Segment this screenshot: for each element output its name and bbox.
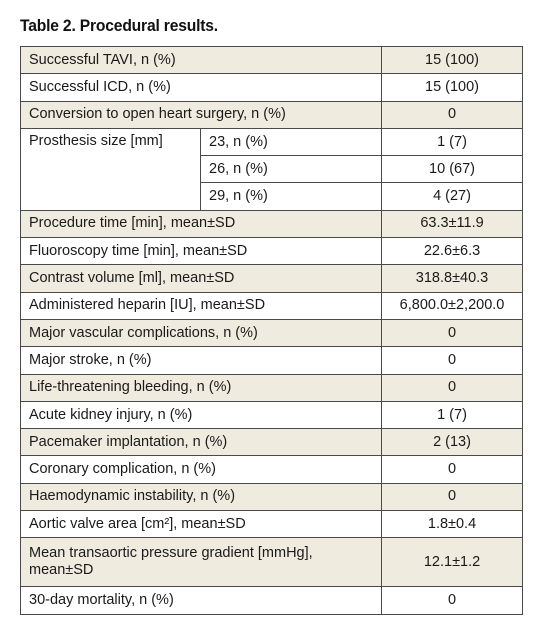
table-row: 26, n (%) 10 (67) [21,155,524,184]
row-value: 4 (27) [381,182,524,211]
row-label: Coronary complication, n (%) [19,455,383,484]
row-label: Successful ICD, n (%) [19,73,383,102]
row-value: 12.1±1.2 [381,537,524,588]
row-label: Major stroke, n (%) [19,346,383,375]
row-value: 0 [381,346,524,375]
table-row: Life-threatening bleeding, n (%) 0 [19,373,524,402]
row-value: 0 [381,586,524,615]
table-row: Coronary complication, n (%) 0 [19,455,524,484]
table-row: Prosthesis size [mm] 23, n (%) 1 (7) [20,127,524,211]
row-value: 1 (7) [381,127,524,157]
table-row: Administered heparin [IU], mean±SD 6,800… [19,291,524,320]
row-label: Procedure time [min], mean±SD [19,209,383,239]
row-label: Haemodynamic instability, n (%) [19,482,383,512]
table-row: Successful TAVI, n (%) 15 (100) [19,45,524,75]
prosthesis-size-label: 26, n (%) [199,155,383,184]
table-row: Haemodynamic instability, n (%) 0 [19,482,524,512]
row-label: Successful TAVI, n (%) [19,45,383,75]
row-label: 30-day mortality, n (%) [19,586,383,615]
table-row: Fluoroscopy time [min], mean±SD 22.6±6.3 [19,237,524,266]
row-label: Prosthesis size [mm] [20,127,201,211]
row-value: 10 (67) [381,155,524,184]
row-value: 0 [381,100,524,129]
table-title: Table 2. Procedural results. [20,16,218,35]
row-label: Mean transaortic pressure gradient [mmHg… [19,537,383,588]
row-value: 2 (13) [381,428,524,457]
table-row: Conversion to open heart surgery, n (%) … [19,100,524,129]
procedural-results-table: Successful TAVI, n (%) 15 (100) Successf… [19,45,524,615]
row-value: 0 [381,318,524,348]
row-value: 318.8±40.3 [381,264,524,293]
row-label: Administered heparin [IU], mean±SD [19,291,383,320]
row-label: Acute kidney injury, n (%) [19,400,383,430]
row-label: Aortic valve area [cm²], mean±SD [19,510,383,539]
table-row: 30-day mortality, n (%) 0 [19,586,524,615]
row-value: 0 [381,455,524,484]
row-value: 6,800.0±2,200.0 [381,291,524,320]
row-label: Conversion to open heart surgery, n (%) [19,100,383,129]
table-row: 29, n (%) 4 (27) [21,182,524,211]
row-value: 0 [381,482,524,512]
row-value: 1.8±0.4 [381,510,524,539]
table-row: Successful ICD, n (%) 15 (100) [19,73,524,102]
row-value: 63.3±11.9 [381,209,524,239]
row-label: Life-threatening bleeding, n (%) [19,373,383,402]
row-label: Contrast volume [ml], mean±SD [19,264,383,293]
row-value: 15 (100) [381,73,524,102]
table-row: Major vascular complications, n (%) 0 [19,318,524,348]
table-row: Major stroke, n (%) 0 [19,346,524,375]
row-value: 1 (7) [381,400,524,430]
table-row: Mean transaortic pressure gradient [mmHg… [19,537,524,588]
table-row: Acute kidney injury, n (%) 1 (7) [19,400,524,430]
row-value: 15 (100) [381,45,524,75]
table-row: Contrast volume [ml], mean±SD 318.8±40.3 [19,264,524,293]
row-label: Pacemaker implantation, n (%) [19,428,383,457]
row-value: 0 [381,373,524,402]
row-label: Major vascular complications, n (%) [19,318,383,348]
table-row: Procedure time [min], mean±SD 63.3±11.9 [19,209,524,239]
row-label: Fluoroscopy time [min], mean±SD [19,237,383,266]
table-row: Aortic valve area [cm²], mean±SD 1.8±0.4 [19,510,524,539]
prosthesis-size-label: 29, n (%) [199,182,383,211]
prosthesis-size-label: 23, n (%) [199,127,383,157]
table-row: Pacemaker implantation, n (%) 2 (13) [19,428,524,457]
row-value: 22.6±6.3 [381,237,524,266]
